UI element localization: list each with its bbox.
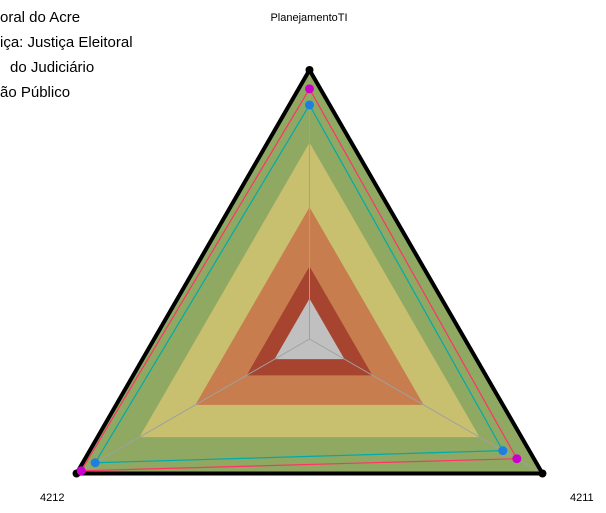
axis-label: PlanejamentoTI (270, 12, 347, 24)
series-point (538, 469, 547, 478)
legend-line: oral do Acre (0, 9, 80, 26)
series-point (90, 458, 100, 468)
axis-label: 4211 (570, 492, 594, 504)
series-point (305, 100, 314, 110)
series-line (94, 104, 504, 464)
series-line (74, 68, 545, 476)
legend-line: iça: Justiça Eleitoral (0, 34, 133, 51)
legend-line: do Judiciário (10, 59, 94, 76)
series-line (80, 88, 518, 472)
series-point (498, 446, 508, 456)
series-point (305, 84, 314, 94)
series-point (76, 466, 86, 476)
series-point (305, 66, 314, 74)
axis-label: 4212 (40, 492, 64, 504)
legend-line: ão Público (0, 84, 70, 101)
series-point (512, 454, 522, 464)
spoke (76, 338, 310, 474)
